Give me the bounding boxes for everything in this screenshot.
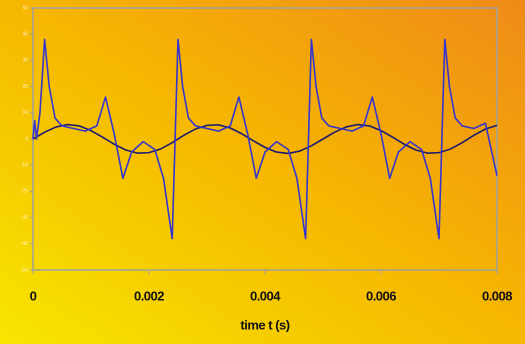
x-tick-label: 0.002 [134, 288, 164, 303]
y-tick-label: -50 [21, 267, 28, 273]
x-tick-label: 0.008 [482, 288, 512, 303]
y-tick-label: 40 [22, 32, 28, 38]
y-tick-label: -30 [21, 215, 28, 221]
y-tick-label: -20 [21, 189, 28, 195]
y-tick-label: 0 [25, 136, 28, 142]
y-tick-label: -10 [21, 163, 28, 169]
x-axis-label: time t (s) [240, 317, 289, 332]
y-tick-label: 50 [22, 5, 28, 11]
y-tick-label: 20 [22, 84, 28, 90]
series-line [32, 38, 498, 240]
y-tick-label: -40 [21, 241, 28, 247]
y-tick-label: 10 [22, 110, 28, 116]
y-tick-label: 30 [22, 58, 28, 64]
x-tick-label: 0.004 [250, 288, 281, 303]
x-tick-label: 0.006 [366, 288, 396, 303]
series-line [32, 123, 498, 155]
x-tick-label: 0 [30, 288, 37, 303]
